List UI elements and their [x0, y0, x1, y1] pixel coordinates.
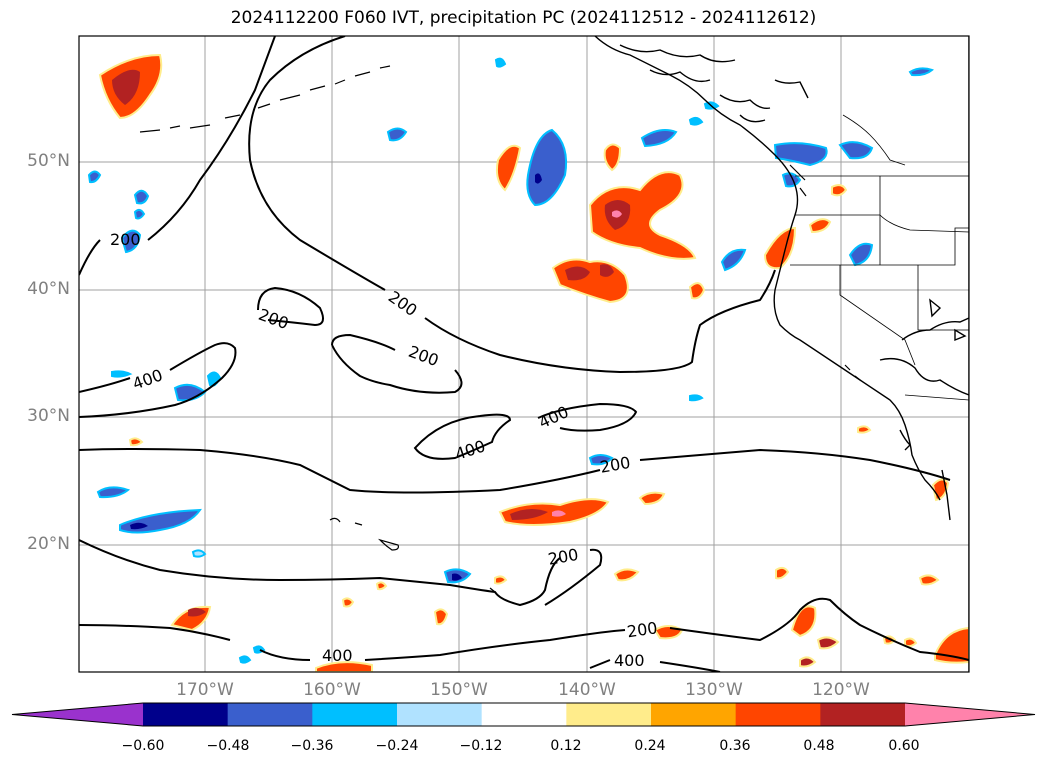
lon-label: 160°W [303, 680, 361, 700]
colorbar-extend-low [12, 703, 143, 726]
colorbar-segment [397, 703, 483, 726]
contour-label: 200 [110, 230, 141, 249]
colorbar-segment [227, 703, 313, 726]
colorbar-tick-label: 0.24 [634, 738, 666, 754]
colorbar-tick-label: −0.36 [290, 738, 334, 754]
colorbar-segment [481, 703, 567, 726]
lon-label: 140°W [558, 680, 616, 700]
political-borders [790, 114, 969, 401]
lon-label: 150°W [430, 680, 488, 700]
colorbar-tick-label: −0.24 [375, 738, 419, 754]
lon-label: 120°W [812, 680, 870, 700]
colorbar-tick-label: −0.48 [206, 738, 250, 754]
precip-negative-areas [87, 57, 934, 664]
colorbar-segment [566, 703, 652, 726]
colorbar-segment [820, 703, 906, 726]
colorbar-outline [11, 702, 1036, 727]
colorbar-tick-label: 0.12 [550, 738, 582, 754]
lat-label: 30°N [27, 406, 70, 426]
colorbar-segment [143, 703, 229, 726]
lat-label: 40°N [27, 279, 70, 299]
colorbar-tick-label: −0.12 [459, 738, 503, 754]
lon-label: 130°W [685, 680, 743, 700]
contour-label: 400 [322, 646, 353, 665]
colorbar-segment [735, 703, 821, 726]
lon-label: 170°W [176, 680, 234, 700]
colorbar-extend-high [905, 703, 1035, 726]
colorbar [11, 702, 1036, 727]
colorbar-segment [651, 703, 737, 726]
ivt-contours [79, 36, 969, 672]
colorbar-tick-label: 0.36 [719, 738, 751, 754]
map-frame [78, 35, 970, 673]
lat-label: 20°N [27, 534, 70, 554]
coastlines [594, 36, 969, 672]
lat-label: 50°N [27, 151, 70, 171]
contour-label: 400 [614, 651, 645, 670]
colorbar-tick-label: 0.60 [888, 738, 920, 754]
colorbar-tick-label: 0.48 [803, 738, 835, 754]
islands [139, 65, 861, 593]
colorbar-segment [312, 703, 398, 726]
colorbar-tick-label: −0.60 [121, 738, 165, 754]
map-title: 2024112200 F060 IVT, precipitation PC (2… [230, 8, 817, 28]
contour-label: 200 [626, 618, 659, 641]
precip-positive-areas [98, 53, 969, 672]
